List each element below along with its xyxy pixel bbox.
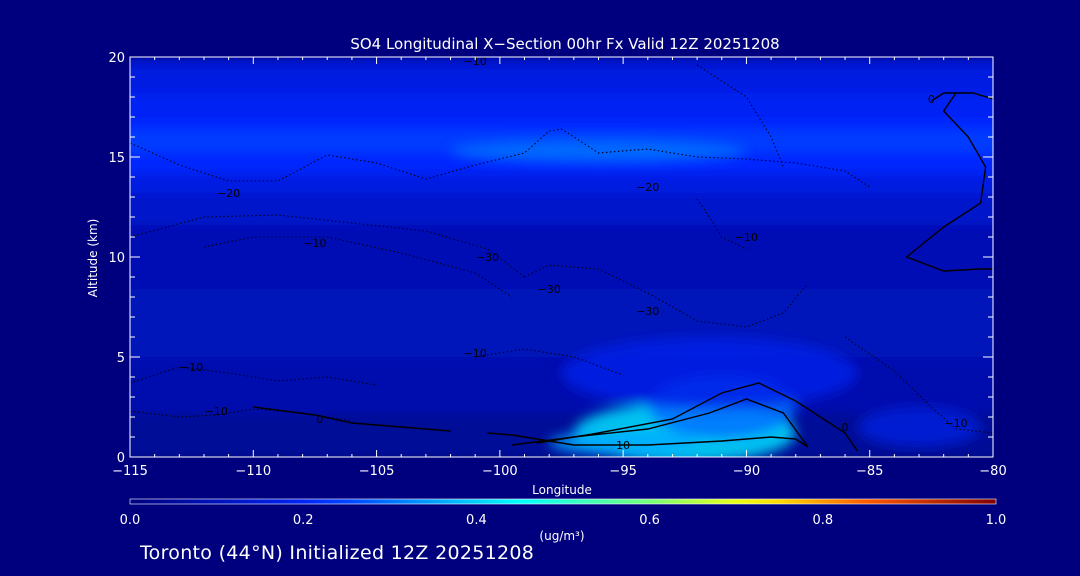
y-axis-label: Altitude (km) — [86, 219, 100, 298]
x-tick-label: −115 — [112, 464, 148, 479]
colorbar-tick-label: 0.2 — [293, 513, 314, 528]
colorbar-unit-label: (ug/m³) — [539, 529, 584, 543]
zero-contour-4 — [905, 92, 993, 272]
dotted-contour-1 — [549, 128, 870, 188]
contour-label-8: −10 — [464, 347, 487, 360]
band-5 — [130, 153, 993, 174]
contour-label-14: −10 — [944, 417, 967, 430]
plume-2 — [549, 431, 698, 455]
band-9 — [130, 289, 993, 358]
colorbar-tick-label: 0.4 — [466, 513, 487, 528]
contour-label-6: −30 — [636, 305, 659, 318]
band-3 — [130, 117, 993, 130]
chart-title: SO4 Longitudinal X−Section 00hr Fx Valid… — [350, 35, 779, 53]
contour-label-10: −10 — [205, 405, 228, 418]
contour-labels: −10 −20 −20 −10 −30 −30 −30 −10 −10 −10 −10 0 10 0 −10… — [180, 55, 968, 452]
y-tick-label: 15 — [108, 151, 125, 166]
contour-label-5: −30 — [538, 283, 561, 296]
colorbar-tick-label: 1.0 — [986, 513, 1007, 528]
contour-label-4: −30 — [476, 251, 499, 264]
band-8 — [130, 225, 993, 290]
x-tick-label: −85 — [856, 464, 883, 479]
colorbar-tick-label: 0.0 — [120, 513, 141, 528]
contour-label-7: −10 — [735, 231, 758, 244]
dotted-contours — [130, 64, 993, 434]
colorbar-tick-label: 0.6 — [639, 513, 660, 528]
plume-5 — [450, 139, 747, 163]
dotted-contour-7 — [130, 408, 352, 422]
y-tick-label: 5 — [117, 351, 125, 366]
band-1 — [130, 69, 993, 94]
colorbar: 0.0 0.2 0.4 0.6 0.8 1.0 (ug/m³) — [120, 498, 1007, 543]
contour-label-2: −20 — [636, 181, 659, 194]
plume-3 — [561, 337, 858, 409]
plot-area: −10 −20 −20 −10 −30 −30 −30 −10 −10 −10 −10 0 10 0 −10… — [130, 55, 993, 457]
zero-contour-5 — [931, 92, 993, 102]
band-2 — [130, 93, 993, 118]
zero-contour-3 — [253, 406, 451, 432]
x-tick-label: −105 — [359, 464, 395, 479]
colorbar-tick-label: 0.8 — [812, 513, 833, 528]
contour-label-12: 10 — [616, 439, 630, 452]
y-tick-label: 0 — [117, 451, 125, 466]
x-tick-label: −110 — [235, 464, 271, 479]
concentration-plumes — [450, 139, 981, 457]
colorbar-ticks: 0.0 0.2 0.4 0.6 0.8 1.0 — [120, 513, 1007, 528]
concentration-bands — [130, 57, 993, 457]
zero-contours — [253, 92, 993, 452]
contour-label-9: −10 — [180, 361, 203, 374]
x-tick-label: −100 — [482, 464, 518, 479]
colorbar-gradient — [129, 498, 997, 505]
zero-contour-2 — [536, 382, 858, 452]
x-tick-label: −95 — [609, 464, 636, 479]
band-11 — [130, 413, 993, 457]
contour-label-1: −20 — [217, 187, 240, 200]
band-7 — [130, 193, 993, 226]
x-tick-label: −90 — [733, 464, 760, 479]
dotted-contour-8 — [696, 64, 784, 168]
x-tick-label: −80 — [979, 464, 1006, 479]
y-tick-label: 10 — [108, 251, 125, 266]
dotted-contour-2 — [130, 214, 525, 278]
dotted-contour-6 — [130, 366, 377, 386]
contour-label-3: −10 — [303, 237, 326, 250]
footer-caption: Toronto (44°N) Initialized 12Z 20251208 — [140, 542, 535, 564]
band-0 — [130, 57, 993, 70]
band-10 — [130, 357, 993, 414]
dotted-contour-5 — [475, 348, 624, 376]
y-axis: 0 5 10 15 20 — [108, 51, 993, 466]
y-tick-label: 20 — [108, 51, 125, 66]
contour-label-0: −10 — [464, 55, 487, 68]
x-axis-label: Longitude — [532, 483, 592, 497]
band-6 — [130, 173, 993, 194]
dotted-contour-3 — [524, 264, 809, 328]
dotted-contour-10 — [844, 336, 993, 434]
contour-label-13: 0 — [842, 421, 849, 434]
plume-4 — [857, 407, 981, 447]
contour-label-11: 0 — [316, 413, 323, 426]
contour-label-15: 0 — [928, 93, 935, 106]
dotted-contour-0 — [130, 130, 550, 182]
x-axis: −115 −110 −105 −100 −95 −90 −85 −80 — [112, 57, 1007, 479]
zero-contour-0 — [487, 432, 809, 448]
